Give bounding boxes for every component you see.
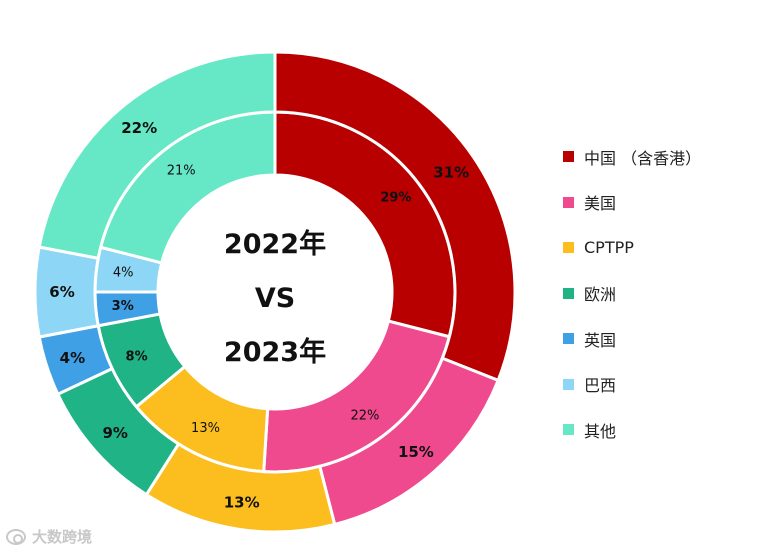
outer-label-china: 31%	[433, 163, 469, 181]
legend-swatch	[563, 196, 574, 208]
outer-slice-china	[273, 50, 517, 383]
inner-label-china: 29%	[380, 191, 411, 206]
center-title-line-1: 2022年	[224, 228, 326, 260]
center-title-line-3: 2023年	[224, 336, 326, 368]
outer-label-europe: 9%	[102, 424, 127, 442]
center-title-line-2: VS	[255, 283, 295, 314]
outer-ring	[33, 50, 517, 534]
inner-label-cptpp: 13%	[191, 421, 220, 436]
legend-label: 巴西	[584, 376, 617, 396]
legend-item-usa: 美国	[563, 180, 701, 226]
legend-item-china: 中国 （含香港）	[563, 134, 701, 180]
outer-label-brazil: 6%	[49, 283, 74, 301]
legend-label: CPTPP	[584, 238, 634, 258]
legend-swatch	[563, 333, 574, 345]
legend-swatch	[563, 378, 574, 390]
outer-label-uk: 4%	[60, 349, 85, 367]
inner-label-europe: 8%	[126, 350, 148, 365]
legend-item-other: 其他	[563, 407, 701, 453]
watermark: 大数跨境	[6, 526, 92, 547]
legend-swatch	[563, 242, 574, 254]
outer-slice-other	[37, 50, 277, 261]
inner-label-other: 21%	[167, 164, 196, 179]
legend-swatch	[563, 424, 574, 436]
legend-label: 美国	[584, 194, 617, 214]
outer-label-usa: 15%	[398, 443, 434, 461]
brand-logo-icon	[6, 528, 26, 545]
outer-label-other: 22%	[121, 119, 157, 137]
legend-item-cptpp: CPTPP	[563, 225, 701, 271]
legend: 中国 （含香港） 美国 CPTPP 欧洲 英国 巴西 其他	[563, 134, 701, 453]
legend-item-uk: 英国	[563, 316, 701, 362]
legend-label: 英国	[584, 330, 617, 350]
inner-label-brazil: 4%	[113, 265, 134, 280]
inner-label-usa: 22%	[350, 408, 379, 423]
legend-swatch	[563, 151, 574, 163]
legend-label: 其他	[584, 421, 617, 441]
legend-item-brazil: 巴西	[563, 362, 701, 408]
legend-label: 中国 （含香港）	[584, 148, 702, 168]
inner-label-uk: 3%	[112, 299, 134, 314]
legend-swatch	[563, 287, 574, 299]
watermark-text: 大数跨境	[32, 528, 93, 546]
legend-label: 欧洲	[584, 285, 617, 305]
outer-label-cptpp: 13%	[224, 493, 260, 511]
legend-item-europe: 欧洲	[563, 271, 701, 317]
slice-labels: 29% 22% 13% 8% 3% 4% 21% 31% 15% 13% 9% 4% 6% 22%	[49, 119, 469, 511]
